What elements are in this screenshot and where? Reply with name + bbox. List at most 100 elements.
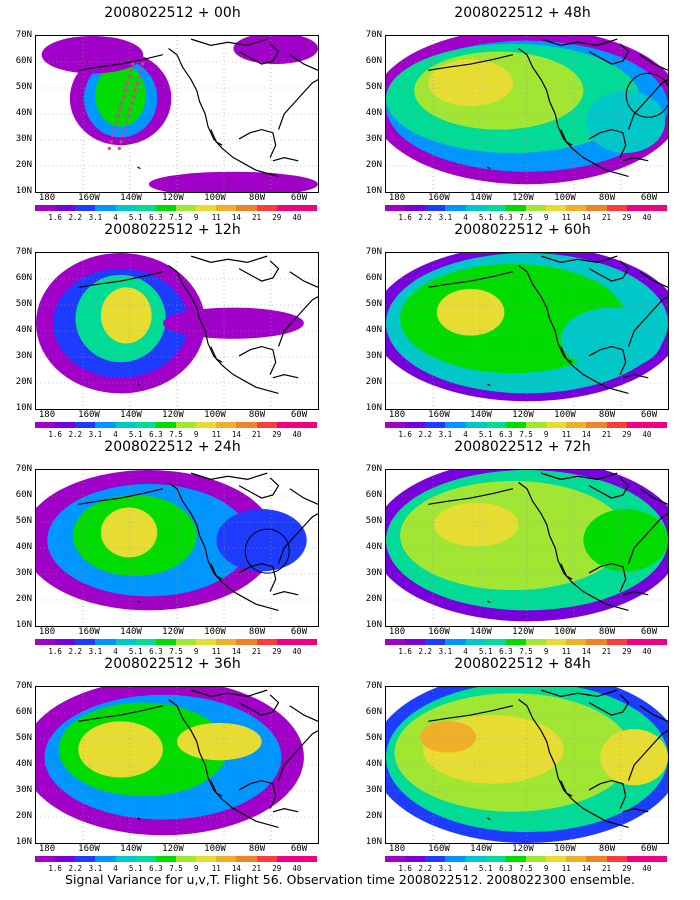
variance-contour bbox=[436, 288, 505, 336]
longitude-label: 60W bbox=[640, 410, 658, 420]
colorbar-value: 40 bbox=[642, 647, 652, 656]
latitude-label: 30N bbox=[15, 134, 32, 144]
colorbar-swatch bbox=[606, 856, 627, 862]
variance-contour bbox=[148, 171, 318, 192]
panel-title: 2008022512 + 00h bbox=[104, 5, 241, 21]
latitude-label: 60N bbox=[365, 273, 382, 283]
colorbar-swatch bbox=[646, 205, 667, 211]
colorbar-swatch bbox=[525, 422, 547, 428]
colorbar-swatch bbox=[505, 422, 526, 428]
colorbar-value: 1.6 bbox=[48, 213, 62, 222]
colorbar-value: 21 bbox=[252, 864, 262, 873]
latitude-label: 50N bbox=[365, 516, 382, 526]
flight-track-point bbox=[130, 101, 134, 105]
colorbar-value: 29 bbox=[622, 430, 632, 439]
colorbar-value: 3.1 bbox=[438, 213, 453, 222]
map-panel: 2008022512 + 00h 70N 60N 50N 40N 30N 20N 10N 180… bbox=[0, 5, 345, 222]
colorbar-swatch bbox=[485, 422, 506, 428]
longitude-label: 80W bbox=[598, 627, 616, 637]
latitude-label: 50N bbox=[15, 299, 32, 309]
variance-contour bbox=[233, 36, 318, 65]
flight-track-point bbox=[127, 75, 131, 79]
colorbar-swatch bbox=[505, 639, 526, 645]
colorbar-swatch bbox=[646, 422, 667, 428]
colorbar-value: 5.1 bbox=[128, 647, 143, 656]
coastline bbox=[622, 374, 649, 379]
latitude-label: 50N bbox=[15, 516, 32, 526]
variance-contour bbox=[560, 307, 663, 370]
coastline bbox=[627, 296, 668, 347]
coastline bbox=[190, 255, 268, 263]
colorbar-swatch bbox=[296, 639, 317, 645]
coastline bbox=[639, 54, 668, 71]
colorbar-swatch bbox=[546, 422, 567, 428]
coastline bbox=[540, 255, 618, 263]
colorbar-value: 11 bbox=[211, 864, 221, 873]
colorbar-value: 4 bbox=[113, 430, 118, 439]
latitude-label: 40N bbox=[365, 759, 382, 769]
flight-track-point bbox=[131, 62, 135, 66]
colorbar-swatch bbox=[465, 422, 486, 428]
coastline bbox=[210, 129, 223, 146]
colorbar-value: 11 bbox=[561, 647, 571, 656]
flight-track-point bbox=[137, 75, 141, 79]
colorbar bbox=[35, 205, 317, 211]
variance-map bbox=[35, 469, 319, 627]
colorbar-swatch bbox=[626, 422, 647, 428]
colorbar-value: 21 bbox=[602, 864, 612, 873]
variance-contour bbox=[433, 502, 519, 547]
colorbar-swatch bbox=[546, 639, 567, 645]
colorbar-value: 9 bbox=[543, 430, 549, 439]
latitude-label: 60N bbox=[365, 56, 382, 66]
coastline bbox=[588, 694, 630, 716]
colorbar-value: 7.5 bbox=[519, 647, 533, 656]
longitude-label: 80W bbox=[248, 193, 266, 203]
variance-contour bbox=[583, 509, 668, 572]
coastline bbox=[210, 346, 223, 363]
colorbar-swatch bbox=[135, 856, 156, 862]
coastline bbox=[78, 705, 164, 722]
latitude-label: 10N bbox=[15, 403, 32, 413]
colorbar-value: 3.1 bbox=[438, 864, 453, 873]
colorbar-value: 6.3 bbox=[149, 647, 163, 656]
colorbar bbox=[385, 205, 667, 211]
colorbar-value: 14 bbox=[231, 430, 241, 439]
flight-track-point bbox=[116, 114, 120, 118]
colorbar-value: 14 bbox=[581, 430, 591, 439]
colorbar-value: 5.1 bbox=[478, 213, 493, 222]
colorbar-swatch bbox=[155, 639, 176, 645]
colorbar-swatch bbox=[175, 205, 197, 211]
coastline bbox=[238, 694, 280, 716]
colorbar bbox=[35, 639, 317, 645]
colorbar-swatch bbox=[115, 856, 136, 862]
colorbar-swatch bbox=[256, 856, 277, 862]
longitude-label: 140W bbox=[120, 627, 142, 637]
longitude-label: 140W bbox=[120, 844, 142, 854]
colorbar-value: 6.3 bbox=[149, 213, 163, 222]
colorbar-value: 29 bbox=[272, 213, 282, 222]
flight-track-point bbox=[123, 88, 128, 92]
flight-track-point bbox=[133, 88, 138, 92]
flight-track-point bbox=[122, 94, 126, 98]
colorbar-swatch bbox=[586, 422, 607, 428]
flight-track-point bbox=[119, 140, 123, 144]
colorbar-swatch bbox=[646, 639, 667, 645]
colorbar-swatch bbox=[35, 422, 56, 428]
coastline bbox=[560, 780, 573, 797]
latitude-label: 40N bbox=[15, 542, 32, 552]
colorbar-swatch bbox=[525, 856, 547, 862]
colorbar-value: 14 bbox=[581, 647, 591, 656]
colorbar-value: 4 bbox=[113, 213, 118, 222]
coastline bbox=[190, 689, 268, 697]
flight-track-point bbox=[113, 127, 117, 131]
panel-title: 2008022512 + 12h bbox=[104, 222, 241, 238]
map-canvas bbox=[36, 36, 318, 192]
map-panel: 2008022512 + 48h 70N 60N 50N 40N 30N 20N 10N 180… bbox=[350, 5, 695, 222]
longitude-label: 80W bbox=[598, 844, 616, 854]
colorbar-swatch bbox=[55, 856, 76, 862]
longitude-label: 180 bbox=[388, 193, 406, 203]
latitude-label: 10N bbox=[15, 620, 32, 630]
colorbar-swatch bbox=[546, 205, 567, 211]
latitude-label: 50N bbox=[15, 733, 32, 743]
colorbar-swatch bbox=[546, 856, 567, 862]
